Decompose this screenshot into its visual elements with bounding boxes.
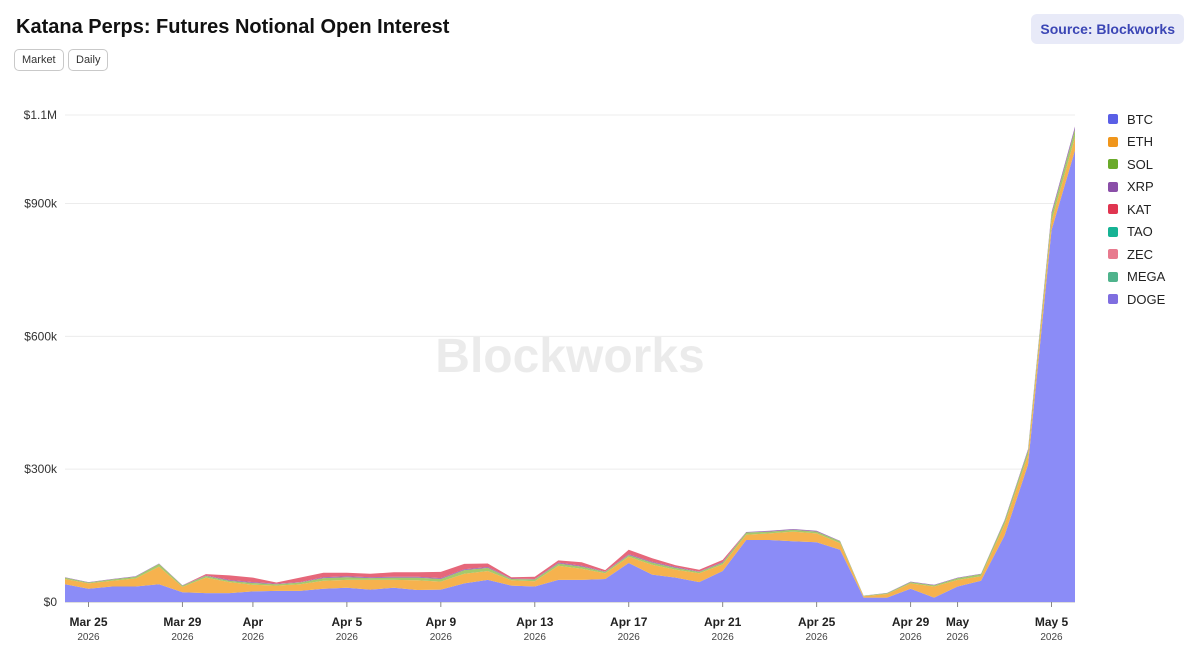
x-tick-label: Apr 21 <box>704 615 742 629</box>
y-tick-label: $900k <box>24 197 58 211</box>
x-tick-label: Mar 29 <box>163 615 201 629</box>
daily-chip[interactable]: Daily <box>68 49 109 71</box>
legend: BTC ETH SOL XRP KAT TAO ZEC MEGA DOGE <box>1108 108 1165 311</box>
x-tick-label: Apr <box>243 615 264 629</box>
legend-item-kat[interactable]: KAT <box>1108 198 1165 221</box>
legend-label: XRP <box>1127 179 1154 195</box>
x-tick-label: Apr 13 <box>516 615 554 629</box>
x-tick-year: 2026 <box>946 632 969 643</box>
x-tick-label: Apr 5 <box>332 615 363 629</box>
legend-swatch <box>1108 271 1118 282</box>
x-tick-year: 2026 <box>1040 632 1063 643</box>
legend-item-eth[interactable]: ETH <box>1108 131 1165 154</box>
x-tick-year: 2026 <box>618 632 641 643</box>
legend-label: ZEC <box>1127 246 1153 262</box>
x-tick-year: 2026 <box>430 632 453 643</box>
chart-title: Katana Perps: Futures Notional Open Inte… <box>16 16 450 38</box>
x-tick-label: Apr 25 <box>798 615 836 629</box>
watermark: Blockworks <box>435 330 704 383</box>
legend-item-zec[interactable]: ZEC <box>1108 243 1165 266</box>
legend-swatch <box>1108 294 1118 305</box>
x-tick-label: May <box>946 615 970 629</box>
legend-swatch <box>1108 181 1118 192</box>
legend-item-tao[interactable]: TAO <box>1108 221 1165 244</box>
legend-swatch <box>1108 159 1118 170</box>
legend-item-btc[interactable]: BTC <box>1108 108 1165 131</box>
x-tick-label: May 5 <box>1035 615 1069 629</box>
legend-label: ETH <box>1127 134 1153 150</box>
x-tick-label: Apr 29 <box>892 615 930 629</box>
legend-label: DOGE <box>1127 291 1166 307</box>
market-chip[interactable]: Market <box>14 49 64 71</box>
x-tick-year: 2026 <box>524 632 547 643</box>
x-tick-year: 2026 <box>806 632 829 643</box>
x-tick-year: 2026 <box>171 632 194 643</box>
legend-label: KAT <box>1127 201 1152 217</box>
legend-swatch <box>1108 136 1118 147</box>
legend-item-sol[interactable]: SOL <box>1108 153 1165 176</box>
x-tick-year: 2026 <box>77 632 100 643</box>
x-tick-label: Apr 17 <box>610 615 648 629</box>
legend-item-mega[interactable]: MEGA <box>1108 266 1165 289</box>
legend-item-doge[interactable]: DOGE <box>1108 288 1165 311</box>
x-tick-label: Mar 25 <box>69 615 107 629</box>
y-tick-label: $1.1M <box>24 108 57 122</box>
x-tick-year: 2026 <box>242 632 265 643</box>
legend-swatch <box>1108 204 1118 215</box>
source-badge[interactable]: Source: Blockworks <box>1031 14 1184 44</box>
legend-swatch <box>1108 249 1118 260</box>
x-tick-year: 2026 <box>336 632 359 643</box>
y-tick-label: $0 <box>44 595 58 609</box>
legend-label: BTC <box>1127 111 1153 127</box>
x-tick-year: 2026 <box>899 632 922 643</box>
y-tick-label: $300k <box>24 462 58 476</box>
x-tick-label: Apr 9 <box>425 615 456 629</box>
x-tick-year: 2026 <box>712 632 735 643</box>
y-tick-label: $600k <box>24 329 58 343</box>
legend-swatch <box>1108 226 1118 237</box>
legend-item-xrp[interactable]: XRP <box>1108 176 1165 199</box>
legend-label: MEGA <box>1127 269 1166 285</box>
legend-swatch <box>1108 114 1118 125</box>
legend-label: SOL <box>1127 156 1154 172</box>
legend-label: TAO <box>1127 224 1153 240</box>
